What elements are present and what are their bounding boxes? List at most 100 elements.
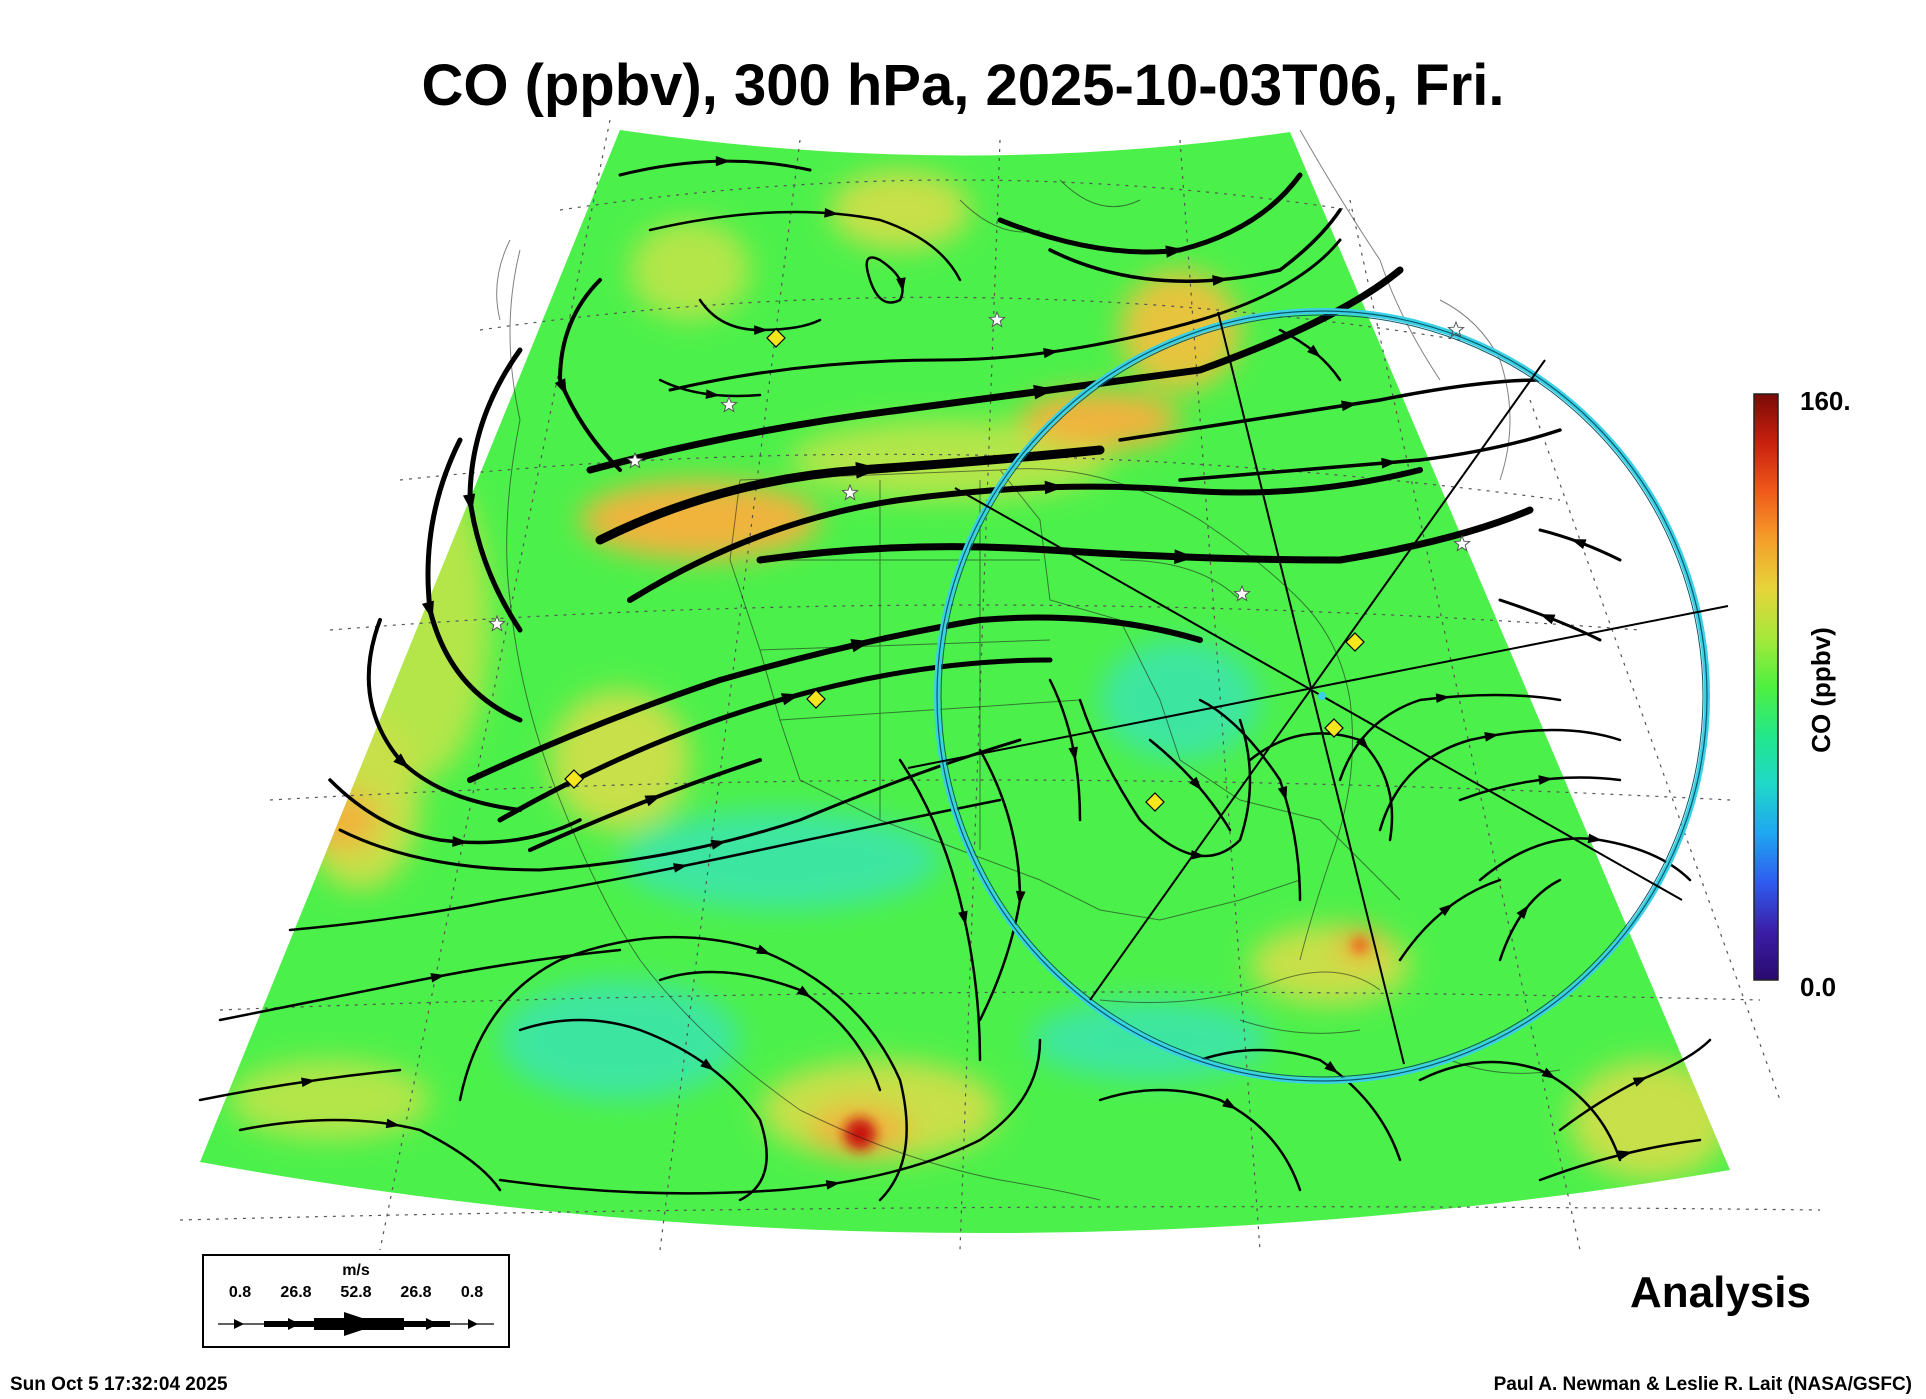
streamline-arrowhead bbox=[754, 325, 769, 335]
wind-legend-label-4: 26.8 bbox=[400, 1284, 432, 1301]
star-icon bbox=[488, 614, 506, 632]
wind-legend-label-2: 26.8 bbox=[280, 1284, 312, 1301]
streamline bbox=[467, 614, 1203, 783]
co-field bbox=[230, 170, 1730, 1180]
streamline bbox=[518, 1018, 768, 1202]
streamline bbox=[1048, 678, 1082, 822]
streamline bbox=[1178, 428, 1562, 482]
streamline bbox=[338, 738, 1022, 872]
streamline-arrowhead bbox=[1617, 1150, 1633, 1160]
streamline-arrowhead bbox=[644, 795, 662, 807]
streamline-arrowhead bbox=[301, 1077, 316, 1088]
wind-legend-arrow bbox=[218, 1312, 494, 1336]
colorbar-gradient bbox=[1753, 393, 1779, 981]
diamond-icon bbox=[1145, 792, 1165, 812]
streamline-arrowhead bbox=[1212, 275, 1229, 286]
streamline-arrowhead bbox=[896, 277, 906, 292]
star-icon bbox=[720, 395, 738, 413]
colorbar-title: CO (ppbv) bbox=[1806, 627, 1836, 753]
diamond-icon bbox=[564, 769, 584, 789]
graticule bbox=[179, 119, 1821, 1251]
streamline bbox=[557, 278, 622, 472]
streamline bbox=[586, 266, 1404, 474]
streamline-arrowhead bbox=[1632, 1076, 1648, 1087]
streamline-arrowhead bbox=[385, 1118, 401, 1129]
diamond-icon bbox=[1345, 632, 1365, 652]
star-icon bbox=[1233, 584, 1251, 602]
streamline-arrowhead bbox=[421, 600, 434, 620]
streamline-arrowhead bbox=[1044, 480, 1065, 495]
streamline bbox=[218, 948, 622, 1022]
streamline bbox=[1198, 698, 1302, 902]
streamline-arrowhead bbox=[1381, 457, 1398, 469]
streamline bbox=[627, 467, 1423, 603]
star-icon bbox=[1453, 534, 1471, 552]
wind-legend-label-3: 52.8 bbox=[340, 1284, 372, 1301]
streamline bbox=[497, 657, 1053, 823]
streamline bbox=[756, 506, 1534, 564]
streamline bbox=[238, 1118, 502, 1192]
streamline bbox=[1098, 1088, 1302, 1192]
streamline-arrowhead bbox=[700, 1058, 715, 1071]
streamline-arrowhead bbox=[1539, 614, 1556, 625]
streamline-arrowhead bbox=[1165, 245, 1185, 258]
streamline-arrowhead bbox=[824, 207, 839, 218]
diamond-icon bbox=[806, 689, 826, 709]
streamline-arrowhead bbox=[1538, 775, 1553, 785]
streamline-arrowhead bbox=[756, 944, 771, 955]
credit-text: Paul A. Newman & Leslie R. Lait (NASA/GS… bbox=[1493, 1374, 1912, 1395]
streamline-arrowhead bbox=[462, 493, 476, 513]
streamline-arrowhead bbox=[1341, 400, 1358, 412]
streamline bbox=[528, 758, 762, 852]
streamline-arrowhead bbox=[850, 639, 872, 653]
figure-title: CO (ppbv), 300 hPa, 2025-10-03T06, Fri. bbox=[421, 53, 1505, 118]
streamline-arrowhead bbox=[825, 1180, 841, 1190]
run-type-label: Analysis bbox=[1630, 1268, 1811, 1317]
streamline-arrowhead bbox=[855, 461, 881, 479]
streamline-arrowhead bbox=[710, 839, 727, 850]
streamline-arrowhead bbox=[1570, 539, 1587, 550]
streamline-arrowhead bbox=[958, 910, 968, 926]
streamline-arrowhead bbox=[1435, 693, 1451, 703]
streamline bbox=[658, 378, 762, 398]
streamline bbox=[668, 238, 1342, 392]
streamline bbox=[1198, 1048, 1402, 1162]
wind-streamlines bbox=[198, 156, 1712, 1202]
star-icon bbox=[841, 483, 859, 501]
generated-timestamp: Sun Oct 5 17:32:04 2025 bbox=[10, 1374, 228, 1395]
streamline bbox=[1378, 728, 1622, 832]
streamline bbox=[198, 1068, 402, 1102]
streamline bbox=[1338, 693, 1562, 782]
streamline-arrowhead bbox=[393, 753, 410, 769]
wind-speed-legend: m/s 0.8 26.8 52.8 26.8 0.8 bbox=[202, 1254, 510, 1348]
diamond-icon bbox=[766, 328, 786, 348]
streamline-arrowhead bbox=[1033, 384, 1056, 400]
streamline bbox=[1118, 378, 1542, 442]
star-icon bbox=[626, 451, 644, 469]
streamline-arrowhead bbox=[673, 863, 688, 873]
streamline-arrowhead bbox=[1484, 732, 1499, 742]
streamline-arrowhead bbox=[705, 389, 721, 399]
streamline-arrowhead bbox=[1174, 549, 1196, 564]
colorbar-max-label: 160. bbox=[1800, 386, 1851, 416]
streamline-arrowhead bbox=[1439, 903, 1454, 917]
streamline-arrowhead bbox=[554, 378, 567, 396]
star-icon bbox=[1447, 320, 1465, 338]
colorbar-min-label: 0.0 bbox=[1800, 972, 1836, 1002]
streamline-arrowhead bbox=[1222, 1098, 1237, 1110]
streamline-arrowhead bbox=[1068, 746, 1078, 762]
streamline-arrowhead bbox=[780, 693, 800, 706]
streamline-arrowhead bbox=[1277, 786, 1288, 801]
streamline bbox=[648, 210, 962, 282]
streamline bbox=[898, 758, 982, 1062]
streamline-arrowhead bbox=[1324, 1061, 1339, 1074]
wind-legend-label-1: 0.8 bbox=[228, 1284, 252, 1301]
streamline-arrowhead bbox=[430, 973, 446, 983]
station-markers bbox=[564, 328, 1365, 812]
map-sector bbox=[200, 130, 1730, 1234]
streamline bbox=[328, 778, 582, 845]
diamond-icon bbox=[1324, 718, 1344, 738]
trajectory-overlay bbox=[907, 308, 1729, 1084]
